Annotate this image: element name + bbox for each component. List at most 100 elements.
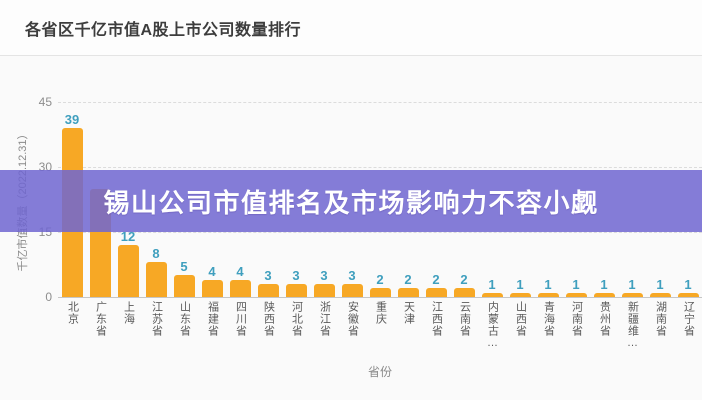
x-category-label: 新疆维…	[626, 301, 639, 350]
bar-value-label: 5	[180, 259, 188, 274]
bar	[509, 293, 531, 297]
x-label-slot: 辽宁省	[674, 301, 702, 361]
bar-value-label: 2	[376, 272, 384, 287]
bar-slot: 2	[394, 57, 422, 297]
bar-value-label: 1	[544, 277, 552, 292]
x-category-label: 北京	[66, 301, 79, 325]
bar-slot: 3	[254, 57, 282, 297]
bar	[649, 293, 671, 297]
x-labels-row: 北京 广东省 上海 江苏省 山东省 福建省 四川省 陕西省 河北省 浙江省 安徽省 重庆 天津 江西省 云南…	[58, 301, 702, 361]
x-label-slot: 山西省	[506, 301, 534, 361]
bar-slot: 1	[590, 57, 618, 297]
bar-value-label: 3	[264, 268, 272, 283]
bar-value-label: 2	[460, 272, 468, 287]
y-tick-label: 0	[45, 290, 52, 304]
x-axis-title: 省份	[367, 365, 392, 379]
gridline	[58, 232, 702, 233]
x-category-label: 辽宁省	[682, 301, 695, 337]
bar-value-label: 1	[572, 277, 580, 292]
x-category-label: 云南省	[458, 301, 471, 337]
bar-slot: 1	[534, 57, 562, 297]
y-tick-label: 45	[38, 95, 52, 109]
x-category-label: 福建省	[206, 301, 219, 337]
bar	[621, 293, 643, 297]
x-label-slot: 江苏省	[142, 301, 170, 361]
bar-value-label: 1	[600, 277, 608, 292]
bar-slot: 5	[170, 57, 198, 297]
bar-slot: 12	[114, 57, 142, 297]
bar	[145, 262, 167, 297]
x-category-label: 湖南省	[654, 301, 667, 337]
bar-value-label: 3	[348, 268, 356, 283]
bar-value-label: 4	[236, 264, 244, 279]
x-label-slot: 陕西省	[254, 301, 282, 361]
bar	[257, 284, 279, 297]
bar	[201, 280, 223, 297]
x-label-slot: 广东省	[86, 301, 114, 361]
bar-slot: 3	[310, 57, 338, 297]
x-label-slot: 贵州省	[590, 301, 618, 361]
bar	[593, 293, 615, 297]
bar-value-label: 1	[516, 277, 524, 292]
x-category-label: 重庆	[374, 301, 387, 325]
bar	[341, 284, 363, 297]
bar-slot: 1	[646, 57, 674, 297]
bar-value-label: 4	[208, 264, 216, 279]
bar-value-label: 1	[656, 277, 664, 292]
x-category-label: 山西省	[514, 301, 527, 337]
bar	[677, 293, 699, 297]
chart-title: 各省区千亿市值A股上市公司数量排行	[25, 21, 302, 39]
x-label-slot: 江西省	[422, 301, 450, 361]
bar-slot: 2	[422, 57, 450, 297]
x-category-label: 河北省	[290, 301, 303, 337]
x-label-slot: 云南省	[450, 301, 478, 361]
x-label-slot: 四川省	[226, 301, 254, 361]
bar-slot: 1	[618, 57, 646, 297]
x-label-slot: 北京	[58, 301, 86, 361]
bar	[173, 275, 195, 297]
gridline	[58, 102, 702, 103]
bar	[565, 293, 587, 297]
x-label-slot: 浙江省	[310, 301, 338, 361]
bar	[313, 284, 335, 297]
bar-slot: 4	[198, 57, 226, 297]
bar-slot: 1	[562, 57, 590, 297]
bar	[537, 293, 559, 297]
bar	[453, 288, 475, 297]
x-category-label: 贵州省	[598, 301, 611, 337]
bar-slot: 1	[506, 57, 534, 297]
x-category-label: 四川省	[234, 301, 247, 337]
gridline	[58, 167, 702, 168]
x-label-slot: 重庆	[366, 301, 394, 361]
bar-slot: 1	[674, 57, 702, 297]
bar	[397, 288, 419, 297]
bar-value-label: 1	[628, 277, 636, 292]
bar	[117, 245, 139, 297]
x-category-label: 广东省	[94, 301, 107, 337]
x-label-slot: 上海	[114, 301, 142, 361]
bar-value-label: 12	[120, 229, 136, 244]
x-category-label: 江苏省	[150, 301, 163, 337]
bar-slot: 2	[366, 57, 394, 297]
bar-slot: 3	[338, 57, 366, 297]
headline-overlay-banner: 锡山公司市值排名及市场影响力不容小觑	[0, 170, 702, 232]
bar-value-label: 3	[320, 268, 328, 283]
x-axis-line	[58, 297, 702, 298]
x-category-label: 江西省	[430, 301, 443, 337]
x-category-label: 陕西省	[262, 301, 275, 337]
bar-slot: 1	[478, 57, 506, 297]
bar-value-label: 1	[488, 277, 496, 292]
x-label-slot: 青海省	[534, 301, 562, 361]
x-label-slot: 湖南省	[646, 301, 674, 361]
x-label-slot: 安徽省	[338, 301, 366, 361]
bar-value-label: 8	[152, 246, 160, 261]
bar-slot: 4	[226, 57, 254, 297]
bar	[229, 280, 251, 297]
x-category-label: 安徽省	[346, 301, 359, 337]
bar-value-label: 2	[432, 272, 440, 287]
x-label-slot: 新疆维…	[618, 301, 646, 361]
bar	[425, 288, 447, 297]
headline-text: 锡山公司市值排名及市场影响力不容小觑	[103, 187, 599, 218]
x-category-label: 河南省	[570, 301, 583, 337]
bar-value-label: 39	[64, 112, 80, 127]
